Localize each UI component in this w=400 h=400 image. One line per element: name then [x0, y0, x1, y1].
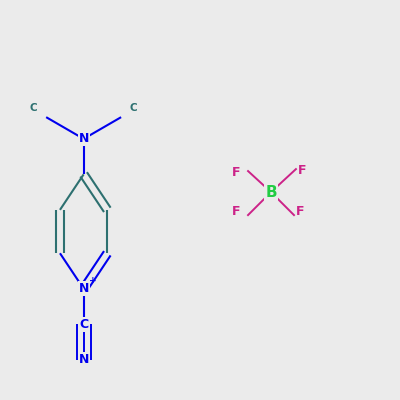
Text: F: F — [232, 205, 240, 218]
Text: C: C — [30, 103, 37, 113]
Text: +: + — [88, 276, 96, 285]
Text: N: N — [78, 282, 89, 295]
Text: N: N — [78, 353, 89, 366]
Text: N: N — [78, 132, 89, 145]
Text: F: F — [232, 166, 240, 179]
Text: C: C — [79, 318, 88, 331]
Text: F: F — [296, 205, 305, 218]
Text: B: B — [265, 185, 277, 200]
Text: C: C — [130, 103, 138, 113]
Text: F: F — [298, 164, 307, 177]
